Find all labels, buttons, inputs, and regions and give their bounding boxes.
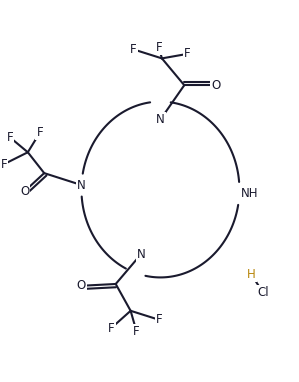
Text: F: F (155, 313, 162, 326)
Text: F: F (184, 47, 190, 60)
Text: N: N (77, 178, 86, 191)
Text: F: F (155, 42, 162, 55)
Text: F: F (36, 126, 43, 139)
Text: F: F (130, 43, 137, 56)
Text: O: O (77, 279, 86, 292)
Text: H: H (247, 268, 256, 281)
Text: O: O (20, 185, 30, 197)
Text: O: O (211, 79, 220, 92)
Text: F: F (133, 325, 140, 338)
Text: Cl: Cl (257, 286, 269, 299)
Text: N: N (156, 113, 165, 126)
Text: F: F (1, 158, 7, 171)
Text: F: F (7, 131, 13, 144)
Text: F: F (108, 322, 115, 335)
Text: N: N (137, 248, 145, 261)
Text: NH: NH (241, 188, 259, 201)
